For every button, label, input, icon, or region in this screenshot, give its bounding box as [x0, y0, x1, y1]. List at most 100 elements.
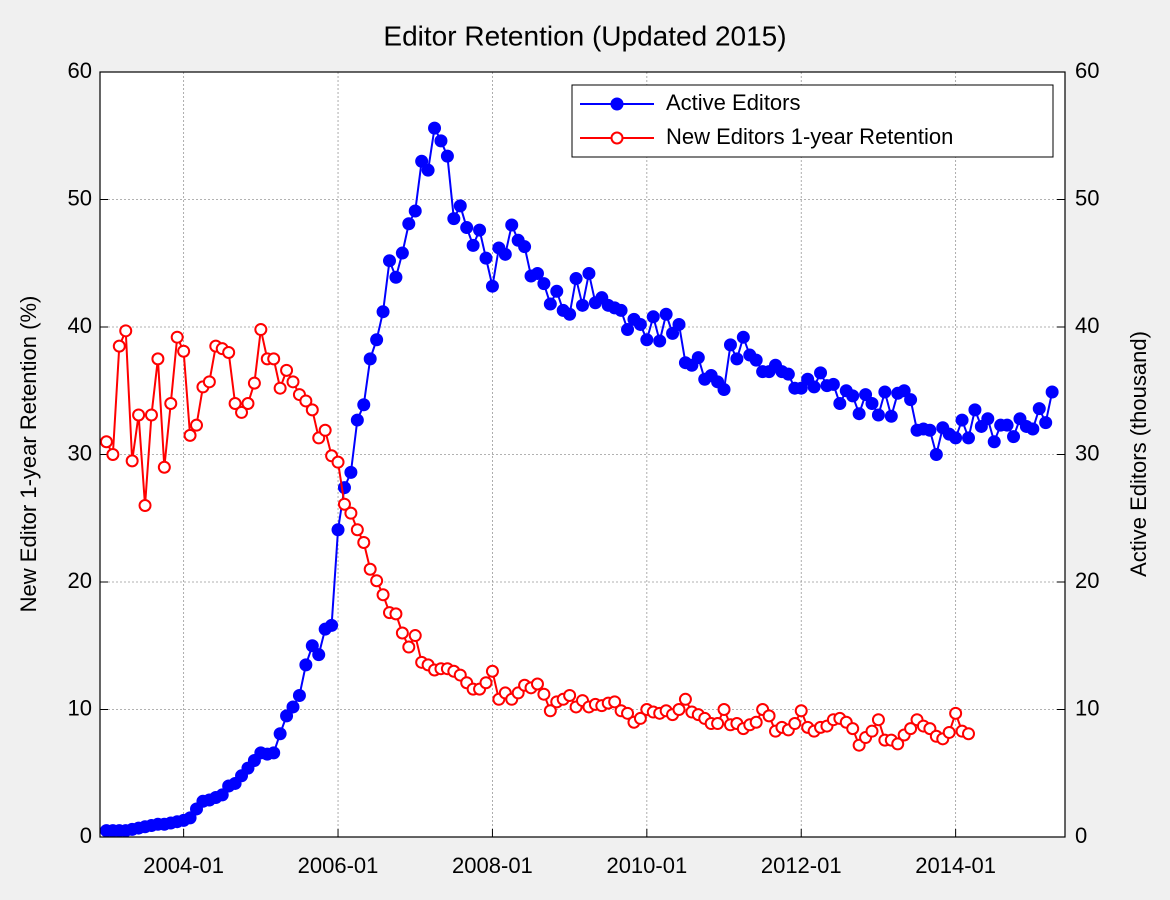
data-point [871, 408, 885, 422]
data-point [897, 384, 911, 398]
data-point [1026, 422, 1040, 436]
y2-tick-label: 40 [1075, 313, 1099, 338]
data-point [389, 607, 403, 621]
data-point [878, 385, 892, 399]
data-point [871, 713, 885, 727]
data-point [505, 218, 519, 232]
legend: Active Editors New Editors 1-year Retenti… [571, 84, 1054, 158]
y2-tick-label: 60 [1075, 58, 1099, 83]
data-point [498, 247, 512, 261]
data-point [344, 506, 358, 520]
legend-label: Active Editors [666, 90, 801, 115]
plot-frame [99, 71, 1066, 838]
data-point [846, 389, 860, 403]
data-point [447, 212, 461, 226]
data-point [421, 163, 435, 177]
data-point [299, 658, 313, 672]
data-point [350, 523, 364, 537]
x-tick-label: 2008-01 [452, 853, 533, 878]
data-point [1000, 418, 1014, 432]
data-point [318, 423, 332, 437]
data-point [325, 618, 339, 632]
data-point [479, 251, 493, 265]
data-point [646, 310, 660, 324]
data-point [106, 448, 120, 461]
data-point [267, 746, 281, 760]
data-point [633, 711, 647, 725]
data-point [376, 305, 390, 319]
data-point [672, 703, 686, 716]
data-point [788, 717, 802, 731]
data-point [299, 394, 313, 408]
chart-title: Editor Retention (Updated 2015) [383, 20, 786, 51]
data-point [543, 704, 557, 718]
data-point [190, 418, 203, 432]
data-point [723, 338, 737, 352]
data-point [466, 238, 480, 252]
data-point [164, 397, 178, 410]
data-point [949, 706, 963, 720]
data-point [363, 352, 377, 366]
y2-tick-label: 30 [1075, 440, 1099, 465]
data-point [730, 352, 744, 366]
data-point [807, 380, 821, 394]
data-point [331, 523, 345, 537]
data-point [376, 588, 390, 602]
data-point [537, 687, 551, 701]
data-point [762, 709, 776, 723]
data-point [962, 727, 975, 741]
data-point [929, 448, 943, 461]
data-point [904, 722, 918, 736]
data-point [576, 298, 589, 312]
data-point [1045, 385, 1059, 399]
data-point [215, 788, 229, 802]
data-point [183, 428, 197, 442]
y2-axis-label: Active Editors (thousand) [1126, 331, 1151, 577]
data-point [177, 344, 191, 358]
data-point [865, 724, 879, 738]
data-point [543, 297, 557, 311]
data-point [814, 366, 828, 380]
data-point [666, 326, 680, 340]
data-point [434, 134, 448, 148]
x-tick-label: 2006-01 [298, 853, 379, 878]
data-point [280, 363, 294, 377]
data-point [794, 381, 808, 395]
data-point [440, 149, 454, 163]
data-point [305, 403, 319, 417]
data-point [672, 317, 686, 331]
x-tick-label: 2014-01 [915, 853, 996, 878]
y-tick-label: 10 [68, 695, 92, 720]
data-point [621, 323, 635, 337]
legend-marker [610, 97, 624, 111]
data-point [408, 204, 422, 218]
y-tick-label: 20 [68, 568, 92, 593]
data-point [144, 408, 158, 422]
data-point [962, 431, 975, 445]
y2-tick-label: 50 [1075, 185, 1099, 210]
data-point [363, 562, 377, 576]
data-point [247, 376, 261, 390]
data-point [833, 397, 847, 410]
data-point [865, 397, 879, 410]
data-point [621, 706, 635, 720]
data-point [852, 407, 866, 421]
data-point [987, 435, 1001, 449]
y-tick-label: 0 [80, 823, 92, 848]
data-point [640, 333, 654, 347]
data-point [884, 409, 898, 423]
data-point [1032, 402, 1046, 416]
data-point [408, 629, 422, 643]
data-point [537, 277, 551, 291]
data-point [633, 317, 647, 331]
y-tick-label: 50 [68, 185, 92, 210]
data-point [170, 330, 184, 344]
data-point [473, 223, 487, 237]
data-point [749, 353, 763, 367]
data-point [267, 352, 281, 366]
data-point [460, 221, 474, 235]
y2-tick-label: 10 [1075, 695, 1099, 720]
data-point [132, 408, 146, 422]
data-point [125, 454, 139, 468]
